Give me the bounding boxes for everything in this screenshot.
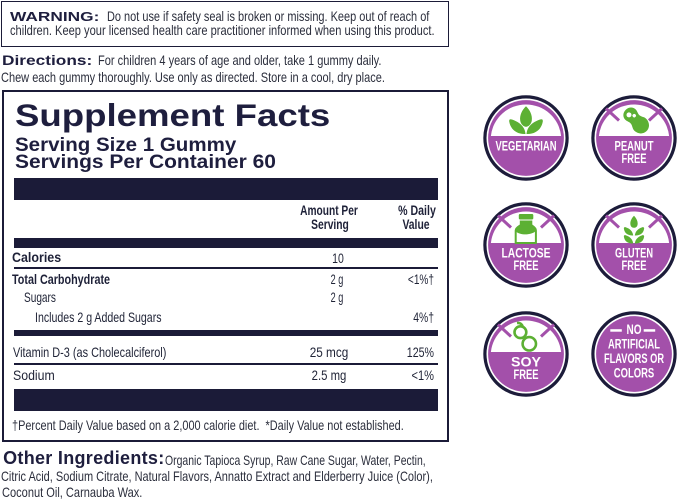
svg-text:SOY: SOY [511, 355, 541, 370]
svg-text:NO: NO [627, 322, 642, 337]
svg-text:FREE: FREE [514, 259, 539, 274]
svg-text:FREE: FREE [622, 151, 647, 166]
svg-text:FREE: FREE [622, 259, 647, 274]
svg-text:PEANUT: PEANUT [615, 138, 655, 153]
svg-text:ARTIFICIAL: ARTIFICIAL [608, 337, 660, 352]
svg-text:GLUTEN: GLUTEN [615, 246, 653, 261]
svg-text:LACTOSE: LACTOSE [502, 246, 551, 261]
svg-text:COLORS: COLORS [614, 366, 655, 381]
svg-text:FREE: FREE [514, 367, 539, 382]
svg-text:VEGETARIAN: VEGETARIAN [496, 138, 557, 153]
svg-text:FLAVORS OR: FLAVORS OR [604, 351, 664, 366]
